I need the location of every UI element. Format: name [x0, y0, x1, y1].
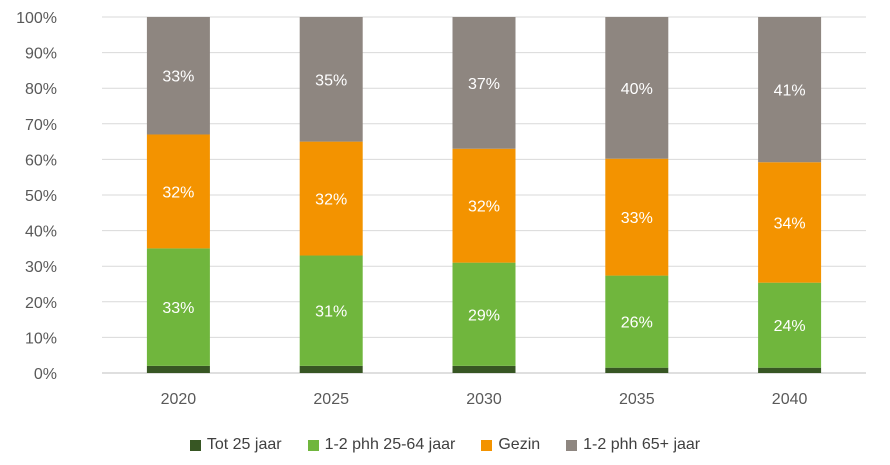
x-tick-label: 2035	[619, 391, 655, 408]
bar-segment	[758, 17, 822, 163]
data-label: 33%	[621, 210, 653, 227]
bar-segment	[758, 367, 822, 373]
data-label: 32%	[468, 199, 500, 216]
data-label: 35%	[315, 72, 347, 89]
bar-segment	[605, 367, 669, 373]
bar-segment	[452, 262, 516, 366]
bar-segment	[146, 365, 210, 373]
legend-swatch	[189, 439, 201, 451]
legend-label: 1-2 phh 65+ jaar	[583, 436, 701, 453]
y-tick-label: 70%	[25, 117, 57, 134]
legend-item: Gezin	[481, 436, 540, 454]
data-label: 32%	[162, 184, 194, 201]
data-label: 29%	[468, 307, 500, 324]
x-tick-label: 2030	[466, 391, 502, 408]
bar-segment	[758, 162, 822, 283]
y-tick-label: 0%	[34, 366, 57, 383]
data-label: 37%	[468, 76, 500, 93]
bar-segment	[605, 158, 669, 276]
bar-segment	[146, 134, 210, 249]
y-tick-label: 90%	[25, 46, 57, 63]
legend-item: 1-2 phh 65+ jaar	[566, 436, 700, 454]
y-tick-label: 30%	[25, 259, 57, 276]
x-tick-label: 2040	[772, 391, 808, 408]
data-label: 32%	[315, 192, 347, 209]
bar-segment	[299, 17, 363, 142]
bar-segment	[605, 17, 669, 159]
data-label: 31%	[315, 304, 347, 321]
x-tick-label: 2020	[161, 391, 197, 408]
bar-segment	[299, 141, 363, 256]
data-label: 33%	[162, 300, 194, 317]
data-label: 41%	[774, 83, 806, 100]
legend-swatch	[307, 439, 319, 451]
bar-segment	[146, 17, 210, 135]
y-tick-label: 60%	[25, 152, 57, 169]
y-tick-label: 10%	[25, 330, 57, 347]
bar-segment	[758, 282, 822, 368]
data-label: 34%	[774, 215, 806, 232]
bar-segment	[452, 17, 516, 149]
legend: Tot 25 jaar 1-2 phh 25-64 jaar Gezin 1-2 ph…	[0, 432, 890, 458]
legend-item: Tot 25 jaar	[189, 436, 282, 454]
x-tick-label: 2025	[313, 391, 349, 408]
y-tick-label: 20%	[25, 295, 57, 312]
bar-segment	[452, 148, 516, 263]
y-axis: 0% 10% 20% 30% 40% 50% 60% 70% 80% 90% 100%	[16, 10, 57, 383]
bar-segment	[452, 365, 516, 373]
data-label: 26%	[621, 315, 653, 332]
y-tick-label: 80%	[25, 81, 57, 98]
data-label: 33%	[162, 69, 194, 86]
legend-label: 1-2 phh 25-64 jaar	[324, 436, 456, 453]
data-label: 24%	[774, 318, 806, 335]
legend-label: Gezin	[498, 436, 541, 453]
y-tick-label: 50%	[25, 188, 57, 205]
y-tick-label: 100%	[16, 10, 57, 27]
bar-segment	[146, 248, 210, 366]
legend-swatch	[566, 439, 578, 451]
data-label: 40%	[621, 81, 653, 98]
bar-segment	[605, 275, 669, 368]
x-axis: 2020 2025 2030 2035 2040	[161, 391, 808, 408]
bars: 33% 32% 33% 31% 32% 35% 29% 32% 37% 26% 33% 40% 24% 3…	[146, 17, 822, 373]
bar-segment	[299, 255, 363, 366]
bar-segment	[299, 365, 363, 373]
y-tick-label: 40%	[25, 224, 57, 241]
legend-label: Tot 25 jaar	[206, 436, 282, 453]
legend-swatch	[481, 439, 493, 451]
legend-item: 1-2 phh 25-64 jaar	[307, 436, 456, 454]
